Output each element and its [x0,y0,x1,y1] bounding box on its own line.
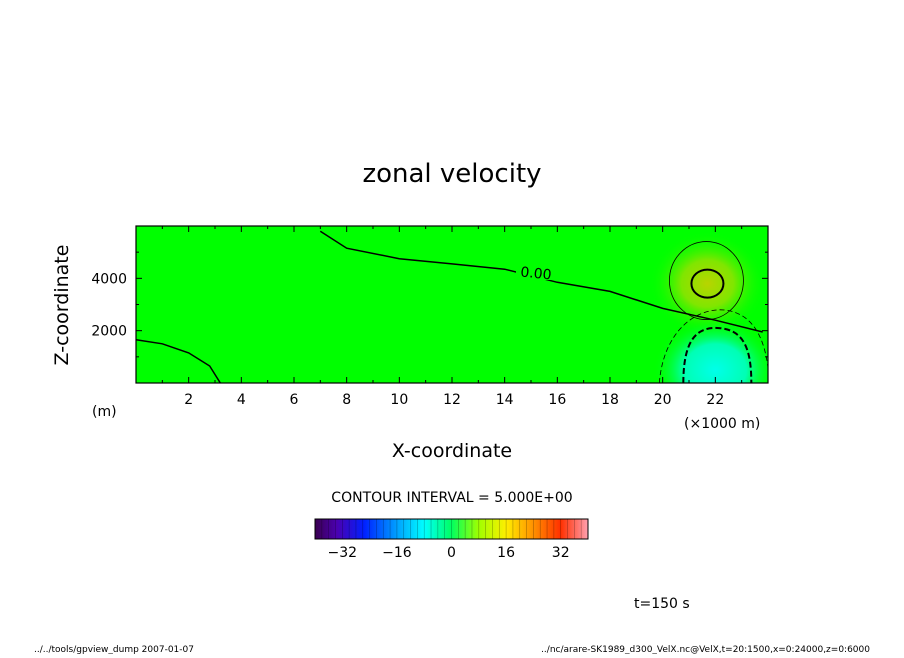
y-axis-label: Z-coordinate [51,245,73,366]
colorbar-ticks: −32 −16 0 16 32 [328,545,570,561]
footer-right: ../nc/arare-SK1989_d300_VelX.nc@VelX,t=2… [541,645,870,654]
colorbar-tick-label: 0 [447,545,456,561]
y-tick-label: 2000 [91,324,127,340]
negative-anomaly-fill [653,318,768,383]
zero-contour-lower-left [136,339,221,383]
chart-title: zonal velocity [362,159,541,189]
x-tick-label: 10 [390,392,408,408]
x-unit-label: (×1000 m) [684,416,760,432]
x-axis-ticks: 2 4 6 8 10 12 14 16 18 20 22 [161,226,743,408]
x-tick-label: 2 [184,392,193,408]
colorbar [314,518,589,540]
plot-area [136,226,768,383]
x-tick-label: 20 [654,392,672,408]
x-tick-label: 12 [443,392,461,408]
y-unit-label: (m) [92,404,117,420]
x-axis-label: X-coordinate [392,440,512,462]
x-tick-label: 16 [548,392,566,408]
y-axis-ticks: 2000 4000 [91,251,768,358]
footer-left: ../../tools/gpview_dump 2007-01-07 [34,645,194,654]
contour-interval: CONTOUR INTERVAL = 5.000E+00 [331,490,572,506]
positive-contour-outer [669,241,744,320]
negative-contour-inner [682,327,753,383]
x-tick-label: 6 [290,392,299,408]
y-tick-label: 4000 [91,271,127,287]
contour-label: 0.00 [520,264,553,283]
colorbar-dividers [321,519,582,539]
colorbar-tick-label: 32 [552,545,570,561]
time-label: t=150 s [634,596,690,612]
x-tick-label: 14 [496,392,514,408]
positive-contour-inner [690,268,725,299]
colorbar-tick-label: −16 [382,545,412,561]
x-tick-label: 18 [601,392,619,408]
colorbar-tick-label: −32 [328,545,358,561]
contour-label-mask [516,263,556,280]
colorbar-tick-label: 16 [497,545,515,561]
x-tick-label: 8 [342,392,351,408]
x-tick-label: 22 [706,392,724,408]
x-tick-label: 4 [237,392,246,408]
